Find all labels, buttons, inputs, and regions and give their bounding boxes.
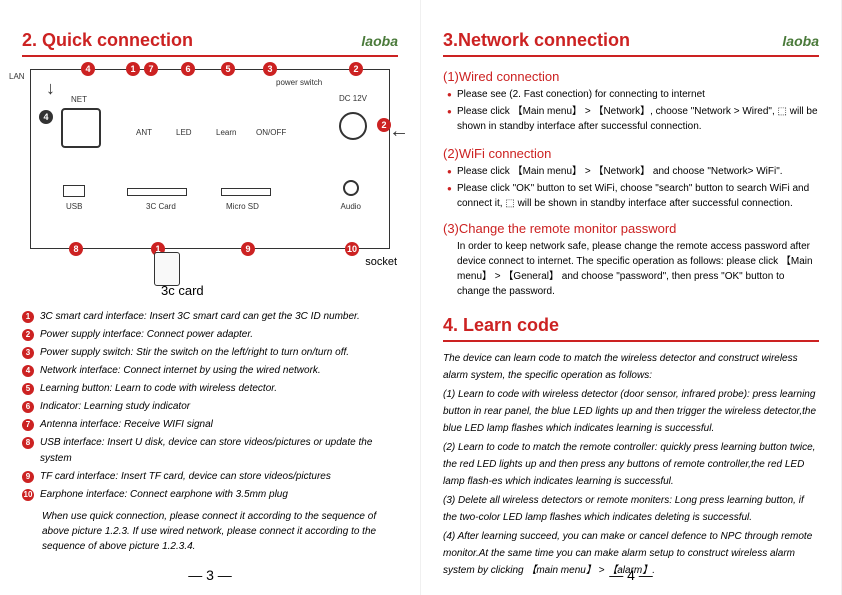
sec4-intro: The device can learn code to match the w… <box>443 350 819 384</box>
ant-label: ANT <box>136 128 152 137</box>
marker-4: 4 <box>81 62 95 76</box>
net-port-icon <box>61 108 101 148</box>
lan-label: LAN <box>9 72 25 81</box>
sec4-p2: (2) Learn to code to match the remote co… <box>443 439 819 490</box>
legend-num: 3 <box>22 347 34 359</box>
wifi-subtitle: (2)WiFi connection <box>443 146 819 161</box>
legend-text: Earphone interface: Connect earphone wit… <box>40 487 288 503</box>
dc-label: DC 12V <box>339 94 367 103</box>
wifi-b1: Please click 【Main menu】 > 【Network】 and… <box>443 164 819 179</box>
legend-item: 8 USB interface: Insert U disk, device ca… <box>22 435 398 467</box>
password-subtitle: (3)Change the remote monitor password <box>443 221 819 236</box>
right-header: 3.Network connection laoba <box>443 30 819 57</box>
legend-item: 5 Learning button: Learn to code with wir… <box>22 381 398 397</box>
marker-6: 6 <box>181 62 195 76</box>
marker-9: 9 <box>241 242 255 256</box>
legend-num: 4 <box>22 365 34 377</box>
wired-subtitle: (1)Wired connection <box>443 69 819 84</box>
marker-8: 8 <box>69 242 83 256</box>
password-text: In order to keep network safe, please ch… <box>443 239 819 299</box>
footer-note: When use quick connection, please connec… <box>22 509 398 554</box>
page-number: — 4 — <box>609 567 653 583</box>
wired-b2: Please click 【Main menu】 > 【Network】, ch… <box>443 104 819 134</box>
legend-text: Learning button: Learn to code with wire… <box>40 381 277 397</box>
card-label: 3c card <box>161 283 204 298</box>
logo: laoba <box>361 33 398 49</box>
section4-title: 4. Learn code <box>443 315 819 342</box>
sec4-p1: (1) Learn to code with wireless detector… <box>443 386 819 437</box>
legend-text: Power supply interface: Connect power ad… <box>40 327 253 343</box>
audio-label: Audio <box>341 202 361 211</box>
legend-item: 9 TF card interface: Insert TF card, devi… <box>22 469 398 485</box>
learn-label: Learn <box>216 128 236 137</box>
marker-2b: 2 <box>377 118 391 132</box>
legend-num: 10 <box>22 489 34 501</box>
legend-text: Network interface: Connect internet by u… <box>40 363 321 379</box>
device-diagram: ↓ ← 4 1 7 6 5 3 2 4 2 8 1 9 10 LAN NET A… <box>30 69 390 249</box>
marker-2: 2 <box>349 62 363 76</box>
marker-5: 5 <box>221 62 235 76</box>
usb-label: USB <box>66 202 82 211</box>
legend-num: 9 <box>22 471 34 483</box>
right-page: 3.Network connection laoba (1)Wired conn… <box>421 0 842 595</box>
legend-num: 7 <box>22 419 34 431</box>
legend-num: 1 <box>22 311 34 323</box>
legend-text: TF card interface: Insert TF card, devic… <box>40 469 331 485</box>
legend-text: Antenna interface: Receive WIFI signal <box>40 417 213 433</box>
legend-item: 7 Antenna interface: Receive WIFI signal <box>22 417 398 433</box>
legend-item: 6 Indicator: Learning study indicator <box>22 399 398 415</box>
card-slot-icon <box>127 188 187 196</box>
legend-num: 6 <box>22 401 34 413</box>
c3-label: 3C Card <box>146 202 176 211</box>
audio-jack-icon <box>343 180 359 196</box>
legend-item: 4 Network interface: Connect internet by … <box>22 363 398 379</box>
legend-text: Indicator: Learning study indicator <box>40 399 190 415</box>
section-title: 2. Quick connection <box>22 30 193 51</box>
socket-label: socket <box>365 256 397 268</box>
usb-port-icon <box>63 185 85 197</box>
marker-3: 3 <box>263 62 277 76</box>
legend-item: 1 3C smart card interface: Insert 3C smar… <box>22 309 398 325</box>
section-title: 3.Network connection <box>443 30 630 51</box>
arrow-down-icon: ↓ <box>46 78 55 99</box>
legend-item: 2 Power supply interface: Connect power a… <box>22 327 398 343</box>
legend-num: 5 <box>22 383 34 395</box>
marker-1: 1 <box>126 62 140 76</box>
sd-slot-icon <box>221 188 271 196</box>
sec4-p3: (3) Delete all wireless detectors or rem… <box>443 492 819 526</box>
dc-jack-icon <box>339 112 367 140</box>
led-label: LED <box>176 128 192 137</box>
legend-text: Power supply switch: Stir the switch on … <box>40 345 349 361</box>
marker-4b: 4 <box>39 110 53 124</box>
legend-text: 3C smart card interface: Insert 3C smart… <box>40 309 360 325</box>
wired-b1: Please see (2. Fast conection) for conne… <box>443 87 819 102</box>
marker-10: 10 <box>345 242 359 256</box>
legend-text: USB interface: Insert U disk, device can… <box>40 435 398 467</box>
legend-num: 8 <box>22 437 34 449</box>
marker-7: 7 <box>144 62 158 76</box>
net-label: NET <box>71 95 87 104</box>
pswitch-label: power switch <box>276 78 322 87</box>
legend-item: 3 Power supply switch: Stir the switch on… <box>22 345 398 361</box>
legend-num: 2 <box>22 329 34 341</box>
micro-label: Micro SD <box>226 202 259 211</box>
page-number: — 3 — <box>188 567 232 583</box>
legend-list: 1 3C smart card interface: Insert 3C smar… <box>22 309 398 503</box>
logo: laoba <box>782 33 819 49</box>
legend-item: 10 Earphone interface: Connect earphone w… <box>22 487 398 503</box>
wifi-b2: Please click "OK" button to set WiFi, ch… <box>443 181 819 211</box>
sim-card-icon <box>154 252 180 286</box>
onoff-label: ON/OFF <box>256 128 286 137</box>
left-header: 2. Quick connection laoba <box>22 30 398 57</box>
arrow-left-icon: ← <box>389 120 409 143</box>
left-page: 2. Quick connection laoba ↓ ← 4 1 7 6 5 … <box>0 0 421 595</box>
